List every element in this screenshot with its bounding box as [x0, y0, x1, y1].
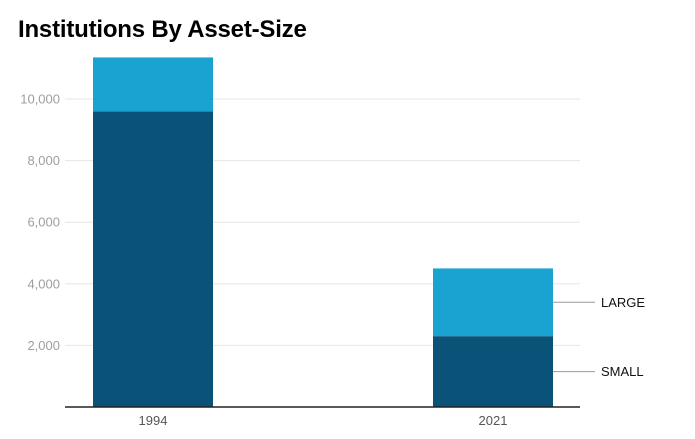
y-tick-label: 8,000 [27, 153, 60, 168]
y-tick-label: 2,000 [27, 338, 60, 353]
chart-title: Institutions By Asset-Size [18, 16, 307, 43]
bar-large-2021 [433, 268, 553, 337]
bar-large-1994 [93, 57, 213, 112]
y-tick-label: 6,000 [27, 215, 60, 230]
legend-label-large: LARGE [601, 295, 645, 310]
bar-small-2021 [433, 336, 553, 407]
legend-label-small: SMALL [601, 364, 644, 379]
bar-small-1994 [93, 111, 213, 407]
x-tick-label: 2021 [479, 413, 508, 428]
y-tick-label: 10,000 [20, 92, 60, 107]
x-tick-label: 1994 [139, 413, 168, 428]
y-tick-label: 4,000 [27, 276, 60, 291]
